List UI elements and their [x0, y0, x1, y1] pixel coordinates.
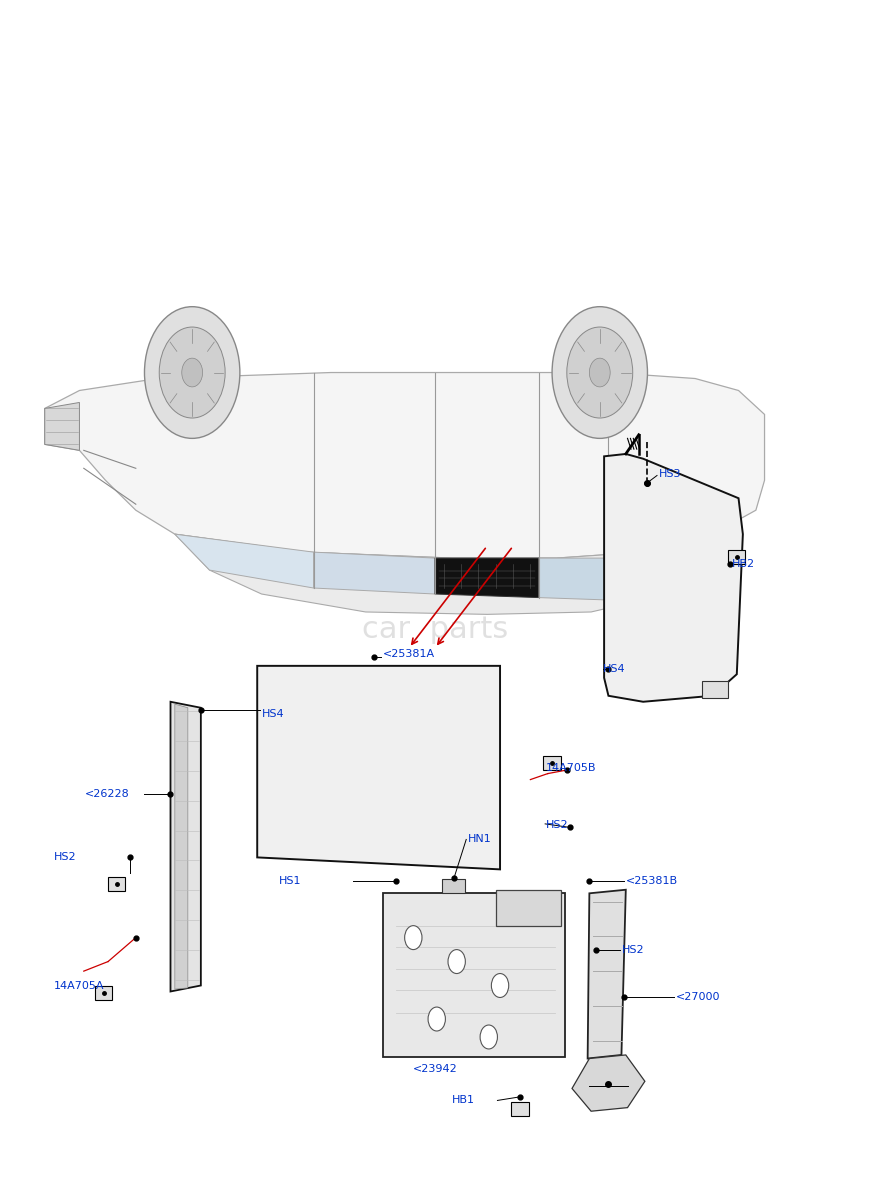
Text: <25381A: <25381A [382, 649, 434, 659]
Polygon shape [727, 550, 745, 564]
Polygon shape [673, 547, 725, 608]
Polygon shape [587, 889, 625, 1058]
Text: HB1: HB1 [452, 1096, 474, 1105]
Polygon shape [313, 552, 434, 594]
Polygon shape [175, 534, 694, 614]
Text: <25381B: <25381B [625, 876, 677, 887]
Polygon shape [95, 985, 112, 1000]
Polygon shape [441, 878, 465, 893]
Polygon shape [175, 534, 313, 588]
Text: 14A705B: 14A705B [546, 763, 596, 773]
Circle shape [404, 925, 421, 949]
Polygon shape [571, 1055, 644, 1111]
Circle shape [144, 307, 240, 438]
Circle shape [159, 328, 225, 418]
Polygon shape [511, 1102, 528, 1116]
Polygon shape [701, 682, 727, 698]
Polygon shape [434, 558, 539, 598]
Text: HS2: HS2 [546, 820, 568, 830]
Circle shape [448, 949, 465, 973]
Text: HS3: HS3 [658, 469, 680, 479]
Text: car  parts: car parts [362, 616, 507, 644]
Polygon shape [343, 684, 404, 762]
Circle shape [182, 358, 202, 386]
Text: HS1: HS1 [279, 876, 301, 887]
Polygon shape [495, 889, 561, 925]
Polygon shape [170, 702, 201, 991]
Circle shape [480, 1025, 497, 1049]
Text: HN1: HN1 [468, 834, 491, 845]
Polygon shape [44, 402, 79, 450]
Text: HS2: HS2 [620, 944, 643, 954]
Polygon shape [616, 611, 668, 672]
Polygon shape [543, 756, 561, 770]
Text: HB2: HB2 [731, 559, 753, 569]
Circle shape [428, 1007, 445, 1031]
Text: HS2: HS2 [53, 852, 76, 863]
Text: HS4: HS4 [262, 709, 284, 719]
Polygon shape [603, 454, 742, 702]
Circle shape [491, 973, 508, 997]
Polygon shape [44, 372, 764, 558]
Text: HS4: HS4 [602, 665, 625, 674]
Text: 14A705A: 14A705A [53, 980, 103, 990]
Text: <27000: <27000 [675, 992, 720, 1002]
Polygon shape [279, 762, 339, 840]
Polygon shape [175, 704, 188, 989]
Polygon shape [539, 558, 625, 600]
Text: scuderia: scuderia [296, 527, 573, 589]
Circle shape [552, 307, 647, 438]
Text: <26228: <26228 [84, 788, 129, 799]
Text: <23942: <23942 [413, 1064, 458, 1074]
Circle shape [567, 328, 632, 418]
Circle shape [588, 358, 609, 386]
Polygon shape [616, 484, 668, 545]
Polygon shape [257, 666, 500, 869]
Polygon shape [408, 762, 469, 840]
Polygon shape [382, 893, 565, 1057]
Polygon shape [108, 876, 125, 890]
